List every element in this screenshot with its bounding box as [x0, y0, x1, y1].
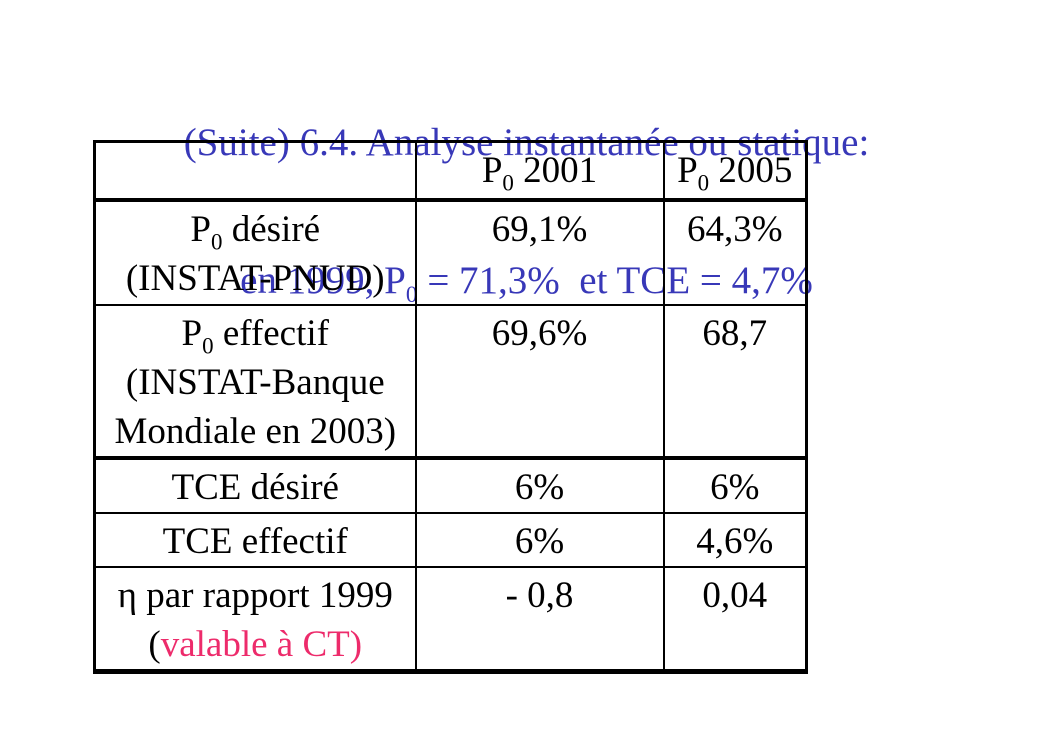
- table-row-p0-effectif: P0 effectif (INSTAT-Banque Mondiale en 2…: [94, 304, 807, 460]
- header-row: P0 2001 P0 2005: [94, 141, 807, 202]
- label-post: désiré: [222, 208, 321, 250]
- header-p0-2001-post: 2001: [513, 149, 598, 191]
- value-cell: 6%: [662, 457, 807, 514]
- table-row-tce-effectif: TCE effectif 6% 4,6%: [94, 512, 807, 568]
- label-line: (INSTAT-Banque: [125, 361, 385, 403]
- label-post: TCE effectif: [162, 520, 348, 562]
- label-sub: 0: [211, 228, 223, 254]
- note-valable-ct: valable à CT): [160, 623, 363, 665]
- label-line: P0 désiré: [100, 205, 411, 254]
- table-row-tce-desire: TCE désiré 6% 6%: [94, 457, 807, 514]
- header-p0-2005-pre: P: [677, 149, 698, 191]
- label-pre: P: [181, 312, 203, 354]
- value-cell: 4,6%: [662, 512, 807, 568]
- row-label-cell: TCE désiré: [94, 457, 416, 514]
- header-p0-2005-sub: 0: [697, 170, 710, 196]
- label-line: η par rapport 1999: [100, 571, 411, 620]
- row-label-cell: TCE effectif: [94, 512, 416, 568]
- row-label-cell: P0 désiré (INSTAT-PNUD): [94, 199, 416, 306]
- label-post: TCE désiré: [171, 466, 339, 508]
- header-cell-blank: [94, 141, 416, 202]
- label-line: TCE désiré: [100, 463, 411, 511]
- header-p0-2001-sub: 0: [502, 170, 514, 196]
- label-sub: 0: [202, 332, 214, 358]
- label-line: (valable à CT): [100, 620, 411, 669]
- row-label-cell: P0 effectif (INSTAT-Banque Mondiale en 2…: [94, 304, 416, 460]
- header-p0-2001-pre: P: [481, 149, 503, 191]
- table-row-eta: η par rapport 1999 (valable à CT) - 0,8 …: [95, 566, 807, 672]
- value-cell: 0,04: [662, 566, 807, 672]
- label-post: η par rapport 1999: [117, 574, 393, 616]
- label-post: effectif: [213, 312, 329, 354]
- label-line: P0 effectif: [100, 309, 411, 358]
- label-line: (INSTAT-PNUD): [125, 257, 385, 299]
- value-cell: 64,3%: [662, 199, 807, 306]
- value-cell: 69,1%: [414, 199, 664, 306]
- header-cell-p0-2001: P0 2001: [414, 141, 664, 202]
- data-table: P0 2001 P0 2005 P0 désiré (INSTAT-PNUD) …: [93, 140, 808, 674]
- label-line: Mondiale en 2003): [114, 410, 397, 452]
- value-cell: - 0,8: [414, 566, 664, 672]
- row-label-cell: η par rapport 1999 (valable à CT): [95, 567, 416, 672]
- value-cell: 69,6%: [414, 304, 664, 460]
- value-cell: 68,7: [662, 304, 807, 460]
- header-cell-p0-2005: P0 2005: [662, 141, 807, 202]
- table-row-p0-desire: P0 désiré (INSTAT-PNUD) 69,1% 64,3%: [94, 199, 807, 306]
- label-pre: P: [190, 208, 211, 250]
- value-cell: 6%: [414, 512, 664, 568]
- header-p0-2005-post: 2005: [709, 149, 793, 191]
- value-cell: 6%: [414, 457, 664, 514]
- label-line: TCE effectif: [100, 517, 411, 565]
- paren-black: (: [148, 623, 161, 665]
